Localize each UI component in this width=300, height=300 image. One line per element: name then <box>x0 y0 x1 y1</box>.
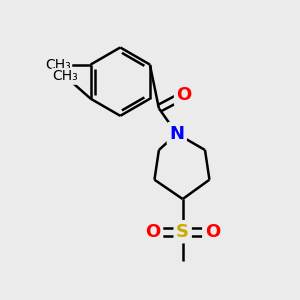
Text: CH₃: CH₃ <box>52 69 78 83</box>
Text: O: O <box>177 86 192 104</box>
Text: N: N <box>169 125 184 143</box>
Text: O: O <box>145 223 160 241</box>
Text: S: S <box>176 223 189 241</box>
Text: CH₃: CH₃ <box>45 58 71 71</box>
Text: O: O <box>205 223 220 241</box>
